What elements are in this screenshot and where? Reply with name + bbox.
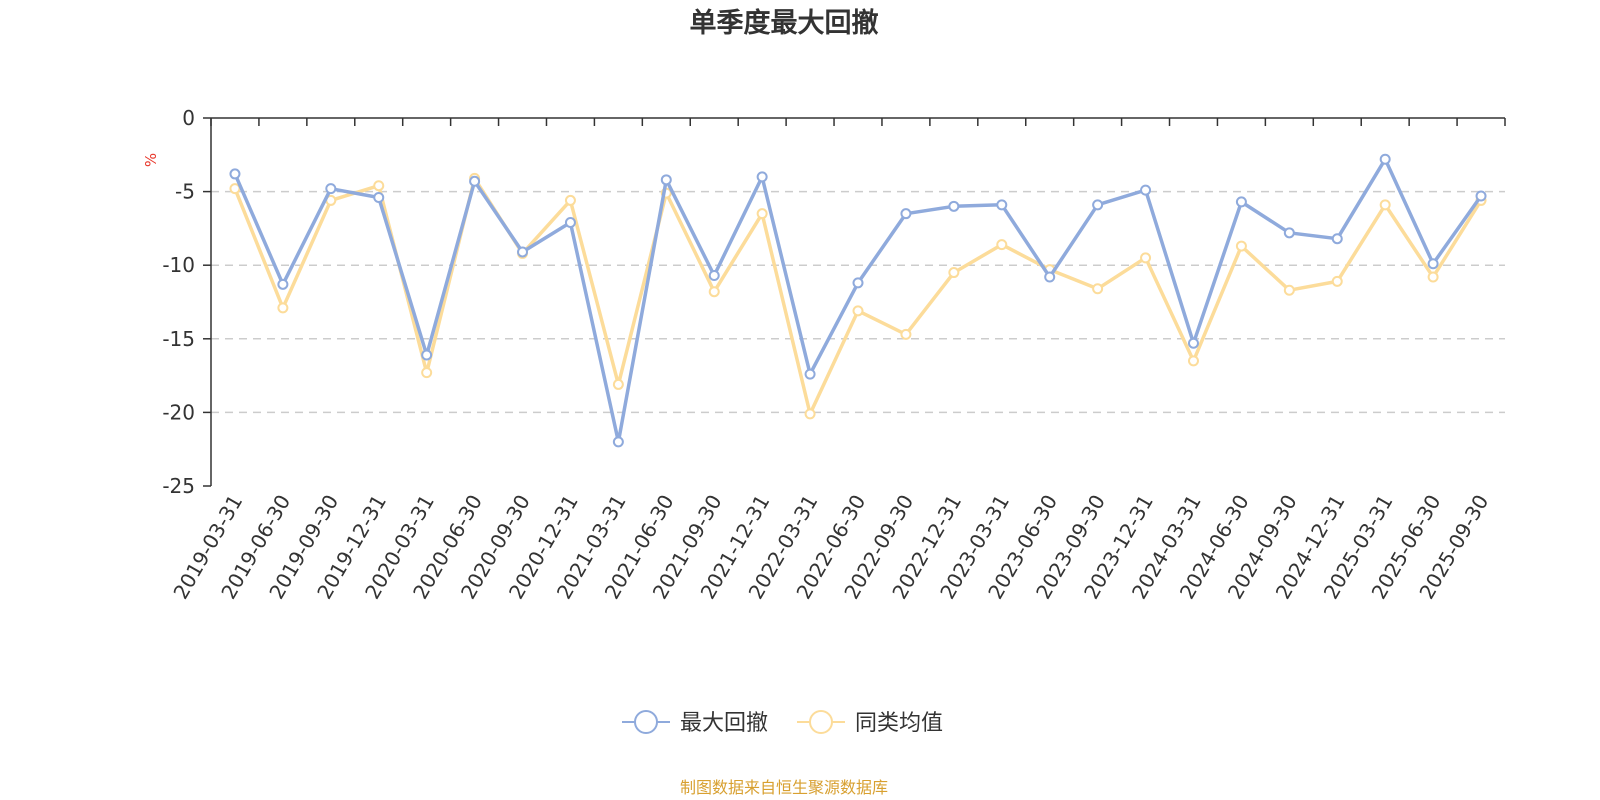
legend[interactable]: 最大回撤 同类均值: [622, 710, 943, 736]
legend-marker-icon: [634, 710, 658, 734]
chart-title: 单季度最大回撤: [690, 7, 879, 39]
y-tick-label: -25: [162, 474, 195, 498]
data-point: [612, 378, 624, 390]
data-point: [1235, 240, 1247, 252]
data-point: [277, 278, 289, 290]
data-point: [900, 208, 912, 220]
legend-item-1[interactable]: 最大回撤: [622, 710, 768, 736]
legend-marker-icon: [809, 710, 833, 734]
series-line: [233, 176, 1483, 416]
data-point: [756, 171, 768, 183]
gridlines: [211, 190, 1505, 414]
data-point: [421, 367, 433, 379]
data-point: [1187, 337, 1199, 349]
data-point: [1140, 184, 1152, 196]
y-tick-label: -10: [162, 253, 195, 277]
data-point: [1379, 153, 1391, 165]
y-tick-label: -20: [162, 400, 195, 424]
data-point: [1475, 190, 1487, 202]
legend-label: 同类均值: [855, 711, 943, 736]
data-point: [852, 305, 864, 317]
data-point: [948, 267, 960, 279]
series-lines: [229, 153, 1487, 448]
data-point: [804, 368, 816, 380]
data-point: [1427, 258, 1439, 270]
y-tick-label: -15: [162, 327, 195, 351]
data-point: [373, 180, 385, 192]
data-point: [756, 208, 768, 220]
data-point: [1092, 199, 1104, 211]
data-point: [660, 174, 672, 186]
data-point: [1044, 271, 1056, 283]
data-point: [852, 277, 864, 289]
data-point: [421, 349, 433, 361]
series-2: [229, 172, 1487, 420]
data-point: [229, 168, 241, 180]
source-note: 制图数据来自恒生聚源数据库: [680, 778, 888, 797]
data-point: [1283, 284, 1295, 296]
data-point: [1331, 275, 1343, 287]
data-point: [325, 183, 337, 195]
data-point: [517, 246, 529, 258]
data-point: [229, 183, 241, 195]
data-point: [373, 191, 385, 203]
series-line: [233, 157, 1483, 444]
y-tick-label: 0: [182, 106, 195, 130]
data-point: [708, 286, 720, 298]
data-point: [708, 270, 720, 282]
data-point: [1092, 283, 1104, 295]
data-point: [1331, 233, 1343, 245]
data-point: [1283, 227, 1295, 239]
data-point: [612, 436, 624, 448]
legend-item-2[interactable]: 同类均值: [797, 710, 943, 736]
data-point: [1379, 199, 1391, 211]
y-axis-unit-label: %: [142, 153, 160, 167]
data-point: [277, 302, 289, 314]
data-point: [996, 239, 1008, 251]
data-point: [804, 408, 816, 420]
data-point: [996, 199, 1008, 211]
y-tick-label: -5: [175, 180, 195, 204]
legend-label: 最大回撤: [680, 711, 768, 736]
data-point: [1187, 355, 1199, 367]
data-point: [1140, 252, 1152, 264]
data-point: [469, 175, 481, 187]
data-point: [564, 194, 576, 206]
data-point: [948, 200, 960, 212]
data-point: [564, 217, 576, 229]
series-1: [229, 153, 1487, 448]
data-point: [1235, 196, 1247, 208]
axes: 0-5-10-15-20-252019-03-312019-06-302019-…: [162, 106, 1506, 603]
data-point: [900, 328, 912, 340]
data-point: [1427, 271, 1439, 283]
